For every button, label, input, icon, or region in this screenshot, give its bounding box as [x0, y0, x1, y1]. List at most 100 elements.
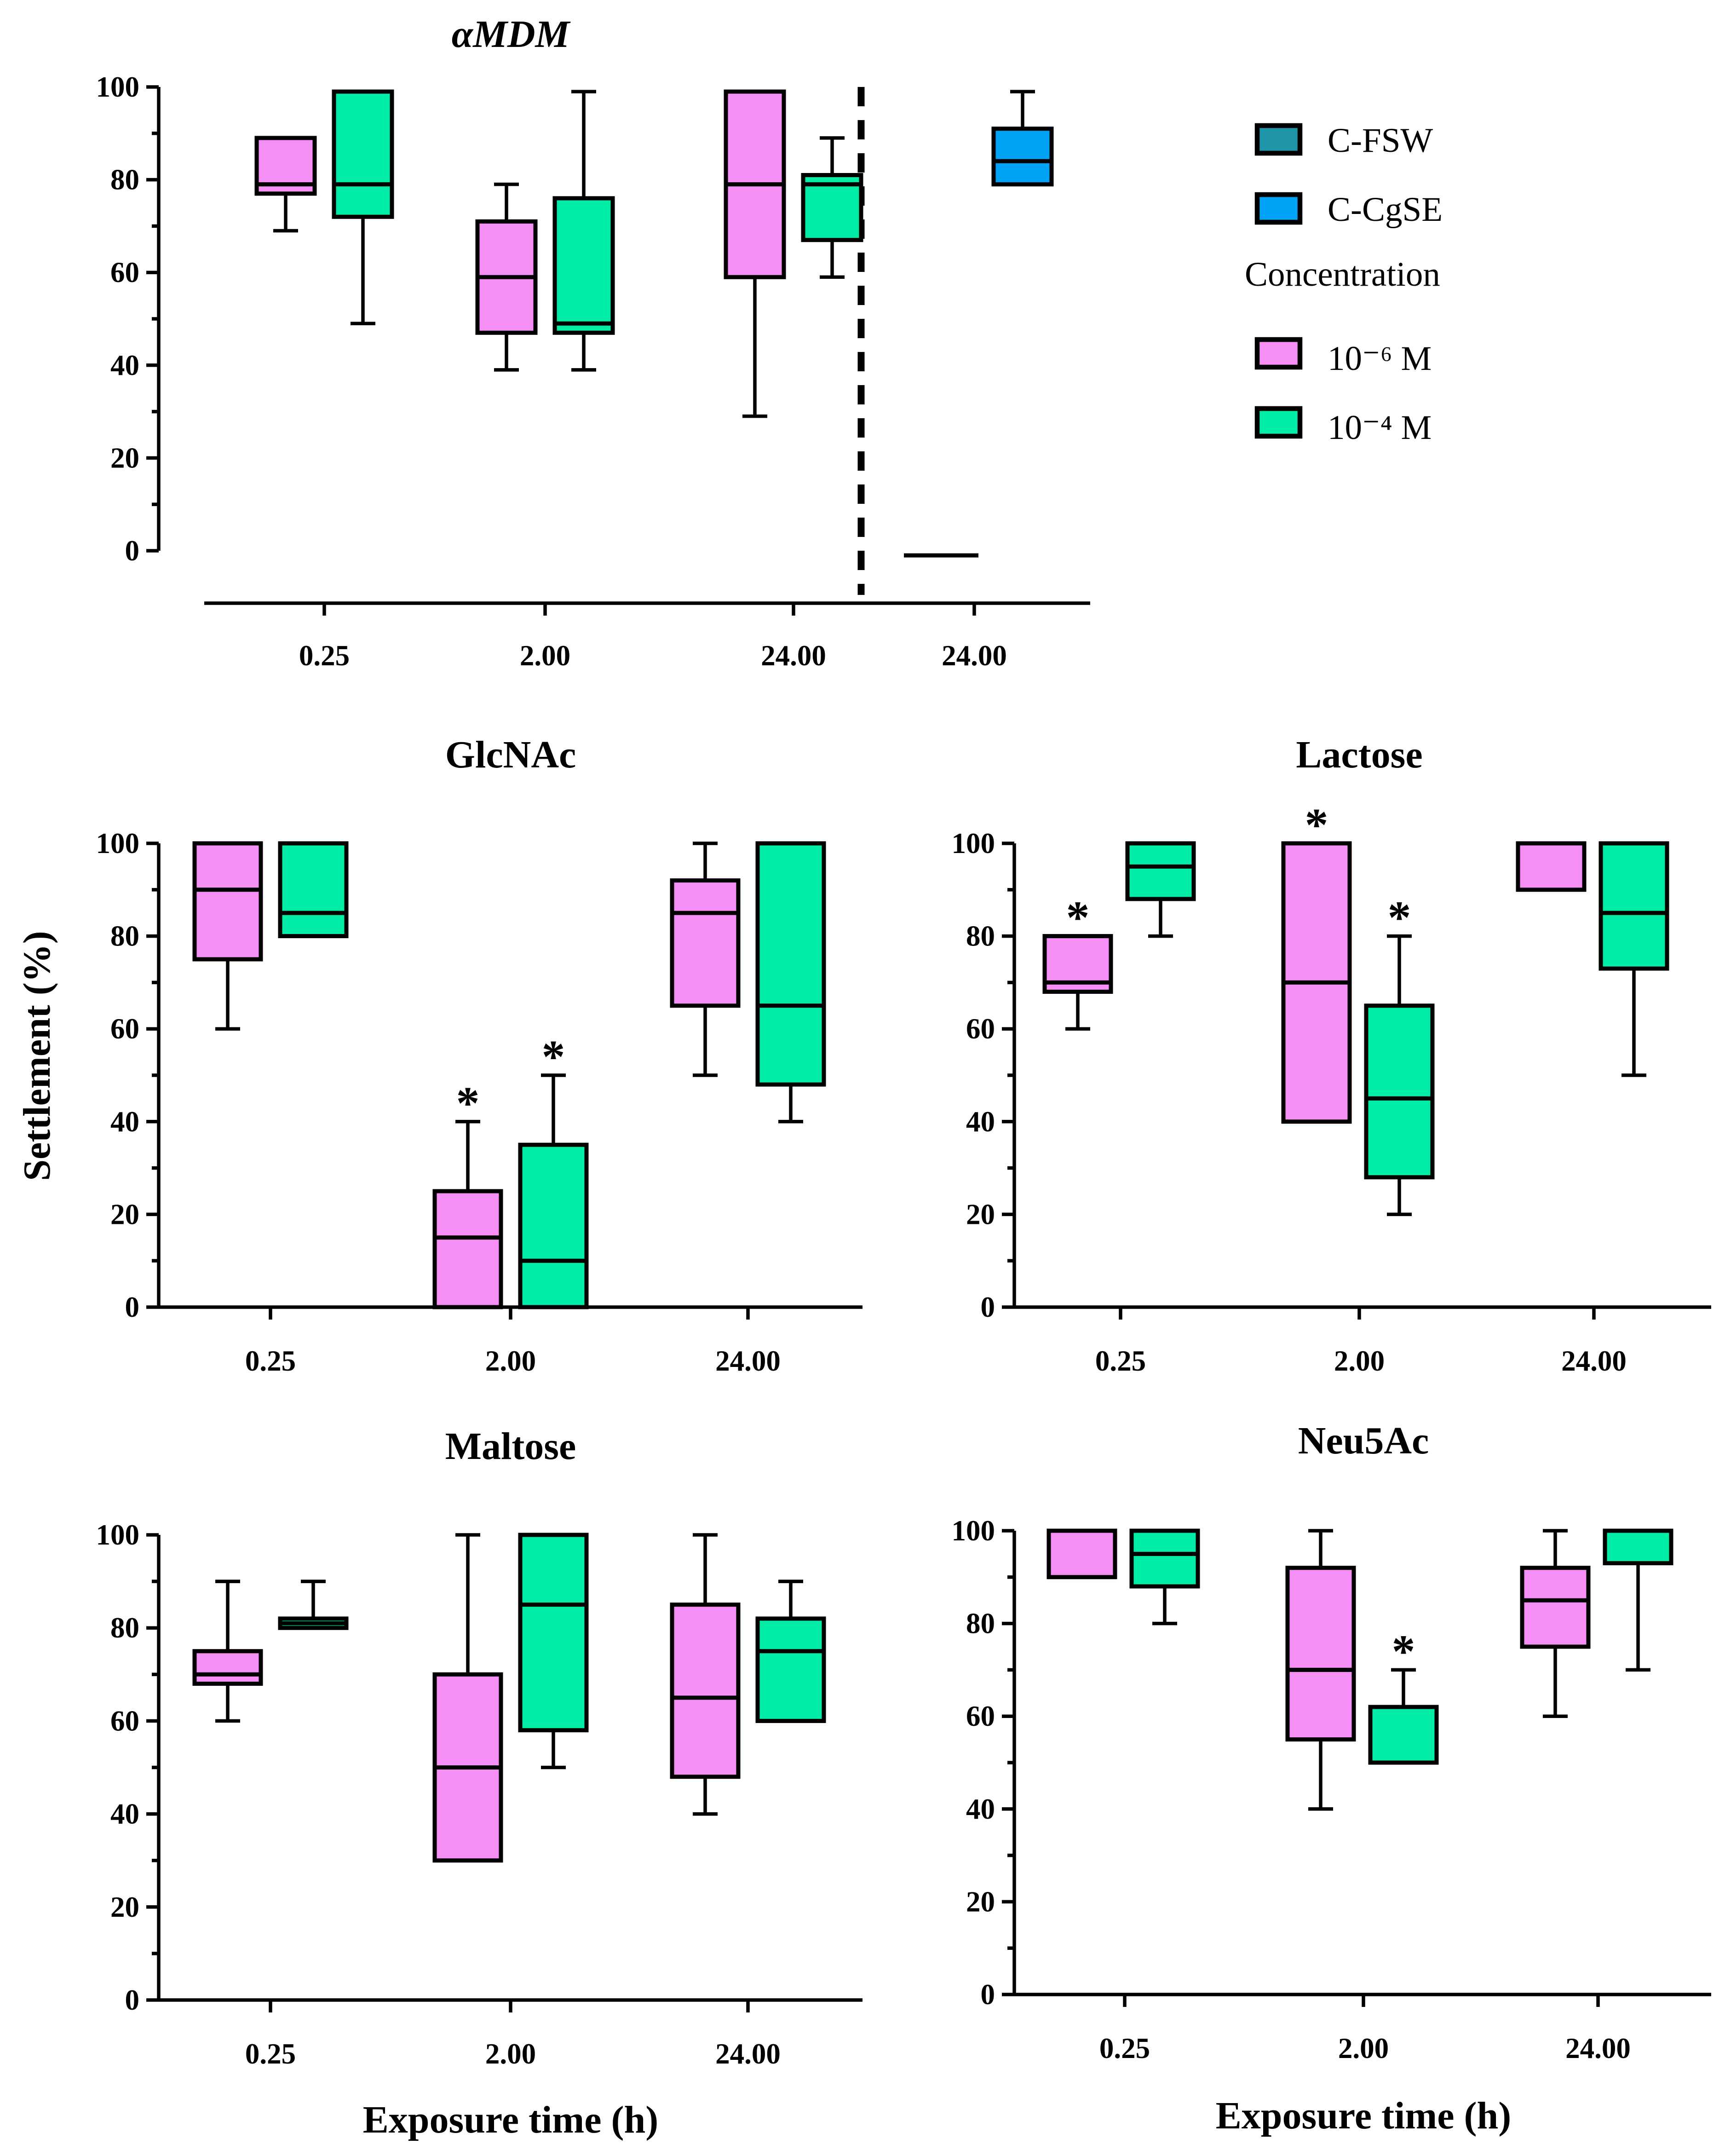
x-tick-label: 2.00: [485, 2038, 536, 2070]
y-tick-label: 20: [110, 1891, 139, 1923]
x-tick-label: 0.25: [299, 640, 350, 672]
box-0.25-1: [278, 841, 349, 939]
box-iqr: [432, 1189, 503, 1309]
panel-title: Maltose: [445, 1425, 576, 1468]
box-24.00-1: [1603, 1528, 1673, 1672]
box-iqr: [1516, 841, 1587, 892]
significance-asterisk: *: [1066, 892, 1090, 944]
box-0.25-1: [1125, 841, 1196, 938]
box-iqr: [1285, 1566, 1356, 1742]
box-iqr: [670, 1603, 741, 1779]
box-2.00-1: *: [1368, 1626, 1439, 1765]
x-tick-label: 2.00: [1338, 2032, 1389, 2064]
y-tick-label: 20: [966, 1198, 995, 1230]
x-tick-label: 24.00: [1565, 2032, 1631, 2064]
y-tick-label: 40: [966, 1793, 995, 1825]
box-iqr: [755, 1616, 826, 1723]
legend-label-1e-6: 10⁻⁶ M: [1328, 340, 1432, 378]
box-0.25-1: [278, 1580, 349, 1630]
box-0.25-1: [1129, 1528, 1200, 1626]
y-tick-label: 0: [125, 535, 140, 567]
x-tick-label: 0.25: [245, 1345, 296, 1377]
x-tick-label: 24.00: [715, 1345, 781, 1377]
panel-neu5ac: Neu5Ac 0 20 40 60 80 100 0.25 2.00 24.00 Exposure …: [952, 1419, 1711, 2137]
y-tick-label: 0: [981, 1978, 995, 2011]
box-2.00-0: [432, 1533, 503, 1863]
box-2.00-0: *: [432, 1078, 503, 1309]
y-tick-label: 100: [96, 1519, 140, 1551]
box-iqr: [192, 841, 263, 962]
box-iqr: [1603, 1528, 1673, 1566]
legend-label-c-cgse: C-CgSE: [1328, 190, 1443, 229]
x-tick-label: 24.00: [942, 640, 1007, 672]
box-24.00-1: [755, 1580, 826, 1723]
panel-mdm: αMDM 0 20 40 60 80 100 0.25 2.00 24.00 24.00: [96, 13, 1090, 672]
x-tick-label: 0.25: [1095, 1345, 1146, 1377]
box-iqr: [1520, 1566, 1591, 1649]
box-iqr: [332, 89, 394, 219]
panel-title: Lactose: [1296, 733, 1422, 776]
box-24.00-0: [1520, 1529, 1591, 1718]
y-tick-label: 0: [125, 1984, 140, 2016]
box-iqr: [1046, 1528, 1117, 1580]
significance-asterisk: *: [1305, 799, 1328, 851]
legend-swatch-c-cgse: [1254, 192, 1303, 225]
y-tick-label: 100: [952, 827, 995, 859]
box-iqr: [1368, 1705, 1439, 1765]
significance-asterisk: *: [542, 1031, 565, 1083]
y-tick-label: 100: [952, 1515, 995, 1547]
box-2.00-1: [518, 1533, 589, 1770]
y-tick-label: 20: [966, 1885, 995, 1918]
y-tick-label: 80: [110, 1612, 139, 1644]
box-iqr: [192, 1649, 263, 1686]
box-0.25-1: [332, 89, 394, 325]
box-iqr: [670, 878, 741, 1008]
box-iqr: [1598, 841, 1669, 971]
panel-lactose: Lactose 0 20 40 60 80 100 0.25 2.00 24.00 * * *: [952, 733, 1711, 1377]
box-24.00-1: [1598, 841, 1669, 1077]
panel-title: GlcNAc: [445, 733, 576, 776]
x-tick-label: 2.00: [1334, 1345, 1385, 1377]
legend: C-FSW C-CgSE Concentration 10⁻⁶ M 10⁻⁴ M: [1245, 121, 1443, 447]
box-2.00-1: *: [1364, 892, 1435, 1216]
y-tick-label: 80: [966, 1608, 995, 1640]
panel-maltose: Maltose 0 20 40 60 80 100 0.25 2.00 24.00 Exposure…: [96, 1425, 862, 2141]
box-iqr: [1364, 1003, 1435, 1180]
y-tick-label: 60: [110, 256, 139, 288]
panel-glcnac: GlcNAc 0 20 40 60 80 100 0.25 2.00 24.00 Settlemen…: [16, 733, 862, 1377]
box-2.00-0: [475, 182, 538, 372]
box-24.00-1: [755, 841, 826, 1124]
box-2.00-1: *: [518, 1031, 589, 1309]
legend-heading-concentration: Concentration: [1245, 255, 1440, 294]
box-iqr: [518, 1142, 589, 1309]
x-axis-label: Exposure time (h): [363, 2098, 658, 2141]
y-tick-label: 0: [125, 1291, 140, 1323]
box-24.00-0: [1516, 841, 1587, 892]
panel-title: Neu5Ac: [1298, 1419, 1429, 1462]
y-axis-label: Settlement (%): [16, 931, 58, 1181]
y-tick-label: 80: [110, 164, 139, 196]
box-iqr: [1125, 841, 1196, 901]
box-24.00-1: [801, 136, 863, 279]
box-0.25-0: [192, 841, 263, 1031]
box-iqr: [278, 841, 349, 939]
x-tick-label: 24.00: [1561, 1345, 1627, 1377]
box-2.00-0: *: [1281, 799, 1352, 1124]
legend-swatch-1e-4: [1254, 406, 1303, 439]
box-0.25-0: *: [1042, 892, 1113, 1031]
y-tick-label: 20: [110, 442, 139, 474]
x-tick-label: 2.00: [520, 640, 570, 672]
box-2.00-0: [1285, 1529, 1356, 1811]
y-tick-label: 40: [110, 349, 139, 381]
box-0.25-0: [254, 136, 317, 233]
y-tick-label: 40: [110, 1106, 139, 1138]
significance-asterisk: *: [1392, 1626, 1415, 1678]
significance-asterisk: *: [1388, 892, 1411, 944]
box-0.25-0: [192, 1580, 263, 1723]
legend-label-1e-4: 10⁻⁴ M: [1328, 409, 1432, 447]
box-24.00-0: [670, 842, 741, 1077]
y-tick-label: 80: [110, 920, 139, 952]
box-iqr: [552, 196, 615, 335]
legend-label-c-fsw: C-FSW: [1328, 121, 1433, 160]
